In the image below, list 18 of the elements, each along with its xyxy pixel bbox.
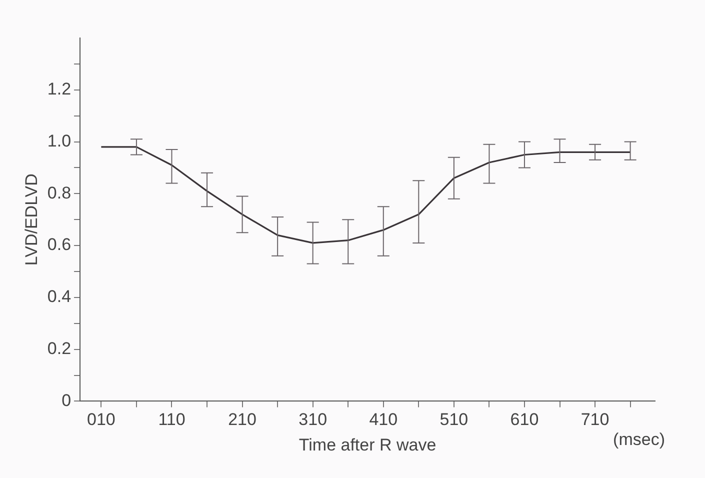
y-axis-title: LVD/EDLVD xyxy=(22,174,41,266)
text: (msec) xyxy=(613,430,665,450)
y-tick-label: 0.6 xyxy=(47,235,72,254)
x-tick-label: 410 xyxy=(369,410,398,430)
x-tick-label: 710 xyxy=(580,410,610,430)
y-tick-label: 0.2 xyxy=(47,339,72,358)
y-tick-label: 0 xyxy=(62,390,72,410)
x-tick-label: 310 xyxy=(298,410,328,430)
x-tick-label: 210 xyxy=(228,410,256,430)
y-tick-label: 0.4 xyxy=(47,287,72,306)
x-tick-label: 510 xyxy=(440,410,468,430)
y-tick-label: 1.0 xyxy=(47,131,72,150)
x-tick-label: 110 xyxy=(158,410,186,430)
x-tick-label: 010 xyxy=(87,410,116,430)
x-axis-title: Time after R wave xyxy=(298,435,436,454)
x-tick-label: 610 xyxy=(510,410,539,430)
y-tick-label: 1.2 xyxy=(47,80,72,99)
y-tick-label: 0.8 xyxy=(47,183,72,202)
